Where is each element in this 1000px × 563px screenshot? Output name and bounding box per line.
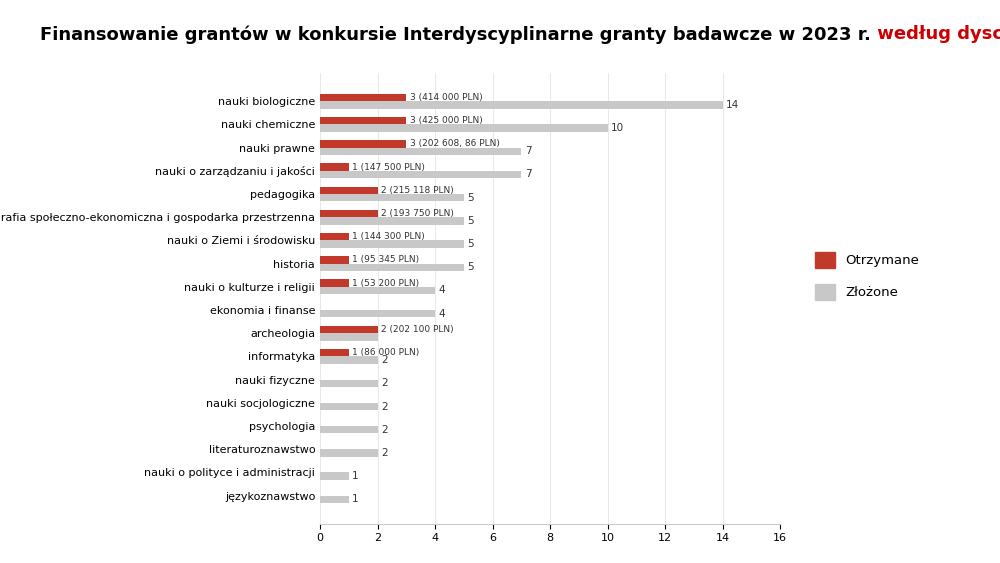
Text: 3 (414 000 PLN): 3 (414 000 PLN) — [410, 93, 482, 102]
Bar — [320, 163, 349, 171]
Text: 2 (215 118 PLN): 2 (215 118 PLN) — [381, 186, 454, 195]
Bar — [320, 449, 378, 457]
Bar — [320, 326, 378, 333]
Bar — [320, 403, 378, 410]
Text: 4: 4 — [438, 285, 445, 296]
Bar — [320, 279, 349, 287]
Text: 2: 2 — [381, 355, 388, 365]
Text: 1 (144 300 PLN): 1 (144 300 PLN) — [352, 232, 425, 241]
Text: 14: 14 — [726, 100, 739, 110]
Text: 1: 1 — [352, 471, 359, 481]
Bar — [320, 472, 349, 480]
Bar — [320, 333, 378, 341]
Bar — [320, 101, 722, 109]
Text: 10: 10 — [611, 123, 624, 133]
Bar — [320, 263, 464, 271]
Bar — [320, 194, 464, 202]
Text: 5: 5 — [467, 216, 474, 226]
Bar — [320, 426, 378, 434]
Bar — [320, 240, 464, 248]
Text: 7: 7 — [525, 146, 531, 156]
Bar — [320, 210, 378, 217]
Bar — [320, 217, 464, 225]
Bar — [320, 124, 608, 132]
Bar — [320, 233, 349, 240]
Bar — [320, 186, 378, 194]
Text: 1 (147 500 PLN): 1 (147 500 PLN) — [352, 163, 425, 172]
Text: 2: 2 — [381, 378, 388, 388]
Text: 1 (86 000 PLN): 1 (86 000 PLN) — [352, 348, 419, 357]
Text: 1 (95 345 PLN): 1 (95 345 PLN) — [352, 256, 419, 265]
Text: według dyscyplin: według dyscyplin — [871, 25, 1000, 43]
Bar — [320, 310, 435, 318]
Bar — [320, 140, 406, 148]
Text: 2: 2 — [381, 425, 388, 435]
Text: 3 (202 608, 86 PLN): 3 (202 608, 86 PLN) — [410, 139, 500, 148]
Text: 5: 5 — [467, 262, 474, 272]
Text: 5: 5 — [467, 193, 474, 203]
Bar — [320, 349, 349, 356]
Bar — [320, 93, 406, 101]
Text: 2: 2 — [381, 401, 388, 412]
Bar — [320, 117, 406, 124]
Text: 1: 1 — [352, 494, 359, 504]
Legend: Otrzymane, Złożone: Otrzymane, Złożone — [810, 247, 924, 305]
Text: 5: 5 — [467, 239, 474, 249]
Text: 2 (202 100 PLN): 2 (202 100 PLN) — [381, 325, 454, 334]
Text: Finansowanie grantów w konkursie Interdyscyplinarne granty badawcze w 2023 r.: Finansowanie grantów w konkursie Interdy… — [40, 25, 871, 44]
Bar — [320, 171, 521, 178]
Bar — [320, 148, 521, 155]
Text: 2: 2 — [381, 448, 388, 458]
Bar — [320, 256, 349, 263]
Bar — [320, 495, 349, 503]
Bar — [320, 379, 378, 387]
Text: 3 (425 000 PLN): 3 (425 000 PLN) — [410, 116, 482, 125]
Text: 7: 7 — [525, 169, 531, 180]
Text: 4: 4 — [438, 309, 445, 319]
Text: 1 (53 200 PLN): 1 (53 200 PLN) — [352, 279, 419, 288]
Bar — [320, 287, 435, 294]
Bar — [320, 356, 378, 364]
Text: 2 (193 750 PLN): 2 (193 750 PLN) — [381, 209, 454, 218]
